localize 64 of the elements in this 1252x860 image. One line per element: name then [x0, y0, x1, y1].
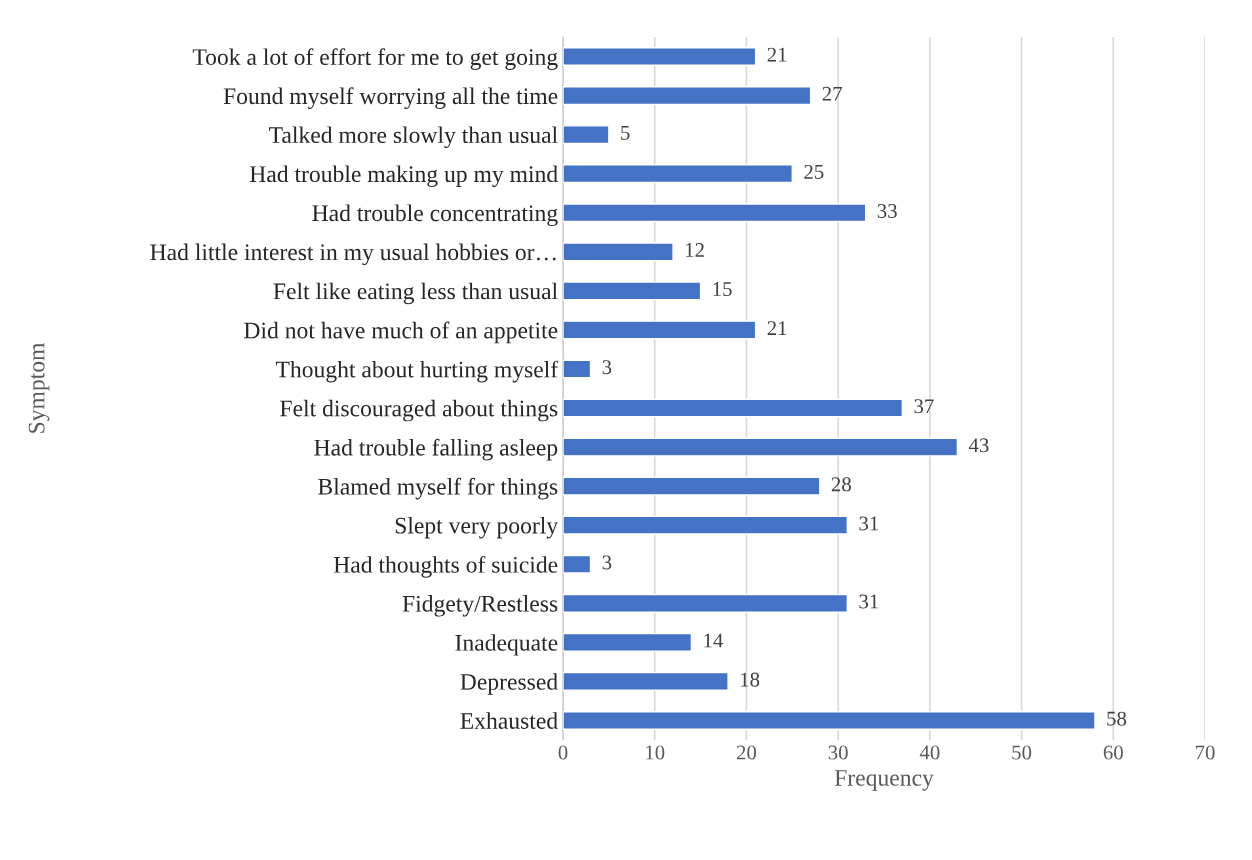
y-tick-label: Found myself worrying all the time [223, 87, 558, 109]
data-label: 21 [767, 47, 787, 62]
y-tick-label: Did not have much of an appetite [244, 321, 558, 344]
data-label: 25 [804, 164, 824, 179]
y-tick-label: Felt like eating less than usual [273, 282, 558, 305]
y-tick-label: Felt discouraged about things [280, 399, 558, 422]
bar [563, 554, 592, 574]
data-label: 31 [859, 594, 879, 609]
bar [563, 47, 757, 67]
bar [563, 632, 693, 652]
bar [563, 203, 867, 223]
bar [563, 359, 592, 379]
data-label: 14 [704, 633, 724, 648]
x-tick-label: 60 [1103, 745, 1123, 760]
y-tick-label: Thought about hurting myself [275, 360, 559, 383]
y-tick-label: Exhausted [460, 712, 558, 729]
data-label: 3 [602, 555, 612, 570]
bar [563, 164, 793, 184]
y-tick-label: Had little interest in my usual hobbies or… [150, 243, 556, 266]
data-label: 27 [822, 86, 842, 101]
data-label: 31 [859, 516, 879, 531]
data-label: 37 [914, 399, 934, 414]
y-tick-label: Fidgety/Restless [402, 595, 558, 617]
bar [563, 593, 849, 613]
x-axis-title: Frequency [834, 770, 934, 791]
data-label: 33 [877, 203, 897, 218]
bar [563, 320, 757, 340]
y-tick-label: Had trouble concentrating [312, 204, 558, 227]
y-tick-label: Had trouble making up my mind [249, 165, 558, 187]
bar [563, 671, 729, 691]
data-label: 18 [741, 672, 760, 687]
bar [563, 86, 812, 106]
bar [563, 125, 610, 145]
data-label: 21 [767, 321, 787, 335]
bar [563, 281, 702, 301]
data-label: 58 [1107, 711, 1127, 726]
bar [563, 710, 1096, 730]
x-tick-label: 40 [919, 745, 940, 760]
data-label: 5 [621, 126, 630, 140]
x-tick-label: 20 [736, 745, 757, 760]
x-tick-label: 30 [828, 745, 848, 760]
x-tick-label: 70 [1195, 745, 1215, 760]
y-tick-label: Inadequate [455, 634, 558, 656]
data-label: 12 [686, 243, 704, 257]
y-tick-label: Talked more slowly than usual [269, 126, 558, 148]
y-axis-title: Symptom [28, 342, 50, 433]
data-label: 3 [602, 360, 612, 375]
bar [563, 242, 674, 262]
y-tick-label: Blamed myself for things [318, 477, 558, 500]
bar [563, 437, 959, 457]
data-label: 43 [968, 438, 989, 453]
data-label: 28 [831, 477, 851, 492]
bar [563, 515, 849, 535]
data-label: 15 [713, 282, 732, 297]
x-tick-label: 10 [646, 745, 665, 760]
x-tick-label: 50 [1012, 745, 1032, 760]
y-tick-label: Took a lot of effort for me to get going [192, 48, 558, 70]
x-tick-label: 0 [558, 745, 568, 760]
y-tick-label: Had thoughts of suicide [333, 555, 558, 578]
y-tick-label: Had trouble falling asleep [314, 438, 558, 461]
y-tick-label: Slept very poorly [395, 517, 559, 539]
y-tick-label: Depressed [460, 673, 558, 695]
bar [563, 398, 904, 418]
bar [563, 476, 821, 496]
